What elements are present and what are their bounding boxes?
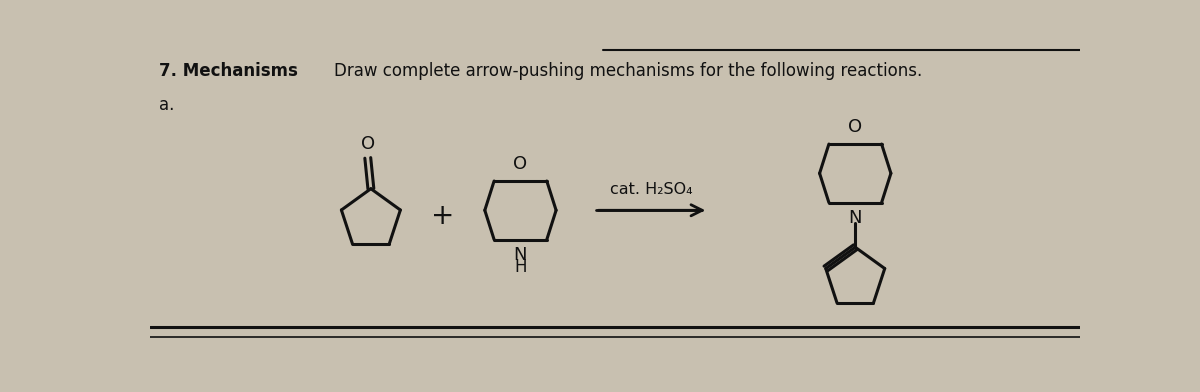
Text: O: O (361, 134, 374, 152)
Text: 7. Mechanisms: 7. Mechanisms (160, 62, 298, 80)
Text: O: O (514, 155, 528, 173)
Text: H: H (515, 258, 527, 276)
Text: O: O (848, 118, 863, 136)
Text: +: + (431, 202, 455, 230)
Text: cat. H₂SO₄: cat. H₂SO₄ (611, 182, 694, 197)
Text: N: N (514, 246, 527, 264)
Text: N: N (848, 209, 862, 227)
Text: Draw complete arrow-pushing mechanisms for the following reactions.: Draw complete arrow-pushing mechanisms f… (335, 62, 923, 80)
Text: a.: a. (160, 96, 175, 114)
